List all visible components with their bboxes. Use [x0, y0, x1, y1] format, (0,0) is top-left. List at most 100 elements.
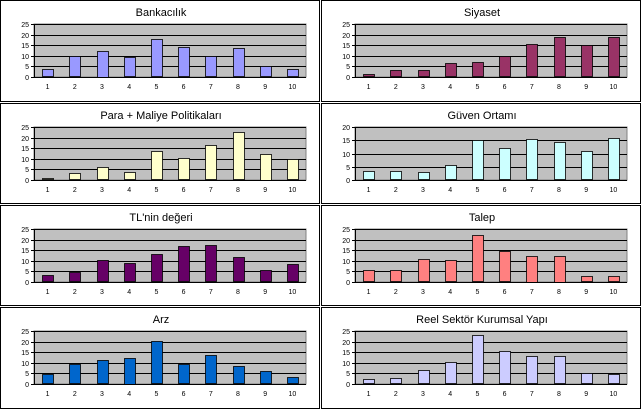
x-tick-label: 6: [503, 84, 507, 91]
bar: [554, 256, 566, 283]
bar: [124, 358, 136, 385]
x-tick-label: 10: [289, 187, 297, 194]
y-tick-label: 15: [21, 350, 29, 357]
y-tick-label: 20: [342, 33, 350, 40]
x-tick-label: 1: [367, 84, 371, 91]
x-tick-label: 5: [475, 391, 479, 398]
y-tick-label: 25: [342, 329, 350, 336]
bar: [260, 154, 272, 181]
bar: [233, 257, 245, 282]
bar: [526, 256, 538, 283]
y-tick-label: 20: [21, 238, 29, 245]
y-tick-label: 15: [342, 350, 350, 357]
bar: [69, 272, 81, 282]
x-tick-label: 6: [503, 289, 507, 296]
y-tick-label: 25: [21, 227, 29, 234]
y-tick-label: 0: [346, 178, 350, 185]
bar: [581, 151, 593, 180]
bar: [205, 355, 217, 384]
y-tick-label: 10: [342, 54, 350, 61]
chart-title: Bankacılık: [136, 7, 187, 19]
y-tick-label: 0: [25, 280, 29, 287]
bar: [151, 151, 163, 180]
y-tick-label: 5: [25, 167, 29, 174]
y-tick-label: 25: [21, 22, 29, 29]
x-tick-label: 5: [154, 391, 158, 398]
y-tick-label: 0: [25, 382, 29, 389]
bar: [390, 171, 402, 180]
x-tick-label: 3: [421, 187, 425, 194]
x-tick-label: 10: [610, 84, 618, 91]
x-tick-label: 7: [530, 289, 534, 296]
y-tick-label: 10: [21, 54, 29, 61]
y-tick-label: 20: [342, 125, 350, 132]
x-tick-label: 4: [448, 289, 452, 296]
x-tick-label: 6: [182, 289, 186, 296]
bar: [418, 370, 430, 384]
x-tick-label: 1: [46, 289, 50, 296]
chart-panel-2: Siyaset 0 5 10 15 20 25 1 2 3 4 5 6 7 8 9 10: [321, 0, 641, 102]
y-tick-label: 15: [342, 138, 350, 145]
x-tick-label: 5: [475, 84, 479, 91]
y-tick-label: 5: [346, 165, 350, 172]
x-tick-label: 6: [503, 391, 507, 398]
y-tick-label: 5: [346, 371, 350, 378]
bar: [499, 251, 511, 282]
x-tick-label: 9: [584, 289, 588, 296]
x-tick-label: 10: [289, 391, 297, 398]
bar: [42, 275, 54, 282]
x-tick-label: 6: [182, 84, 186, 91]
x-tick-label: 7: [209, 187, 213, 194]
chart-svg: Güven Ortamı 0 5 10 15 20 1 2 3 4 5 6 7 8 9 10: [342, 110, 628, 194]
x-tick-label: 3: [100, 187, 104, 194]
y-tick-label: 10: [342, 259, 350, 266]
bar: [287, 377, 299, 384]
bar: [526, 356, 538, 384]
y-tick-label: 0: [25, 75, 29, 82]
x-tick-label: 7: [530, 391, 534, 398]
chart-svg: Arz 0 5 10 15 20 25 1 2 3 4 5 6 7 8 9 10: [21, 314, 307, 398]
x-tick-label: 4: [448, 84, 452, 91]
y-tick-label: 10: [21, 259, 29, 266]
bar: [233, 366, 245, 384]
bar: [418, 259, 430, 282]
bar: [205, 56, 217, 77]
x-tick-label: 6: [503, 187, 507, 194]
bar: [42, 178, 54, 180]
bar: [526, 44, 538, 77]
bar: [390, 378, 402, 384]
bar: [608, 138, 620, 180]
x-tick-label: 8: [557, 84, 561, 91]
x-tick-label: 7: [530, 187, 534, 194]
x-tick-label: 6: [182, 187, 186, 194]
bar: [554, 356, 566, 384]
y-tick-label: 5: [25, 269, 29, 276]
x-tick-label: 10: [289, 84, 297, 91]
bar: [499, 148, 511, 180]
x-tick-label: 4: [127, 391, 131, 398]
y-tick-label: 20: [342, 340, 350, 347]
bar: [178, 364, 190, 384]
bar: [42, 69, 54, 77]
y-tick-label: 0: [346, 382, 350, 389]
y-tick-label: 25: [342, 22, 350, 29]
y-tick-label: 15: [21, 146, 29, 153]
bar: [233, 48, 245, 77]
y-tick-label: 0: [346, 280, 350, 287]
y-tick-label: 20: [21, 340, 29, 347]
chart-svg: TL'nin değeri 0 5 10 15 20 25 1 2 3 4 5 6 7 8 9 10: [21, 212, 307, 296]
bar: [151, 341, 163, 384]
y-tick-label: 10: [342, 152, 350, 159]
x-tick-label: 2: [394, 391, 398, 398]
bar: [554, 37, 566, 77]
bar: [472, 335, 484, 384]
bar: [205, 145, 217, 180]
chart-svg: Talep 0 5 10 15 20 25 1 2 3 4 5 6 7 8 9 10: [342, 212, 628, 296]
x-tick-label: 5: [475, 289, 479, 296]
bar: [233, 132, 245, 180]
bar: [418, 172, 430, 180]
bar: [287, 264, 299, 282]
x-tick-label: 7: [530, 84, 534, 91]
y-tick-label: 20: [21, 33, 29, 40]
x-tick-label: 1: [46, 84, 50, 91]
